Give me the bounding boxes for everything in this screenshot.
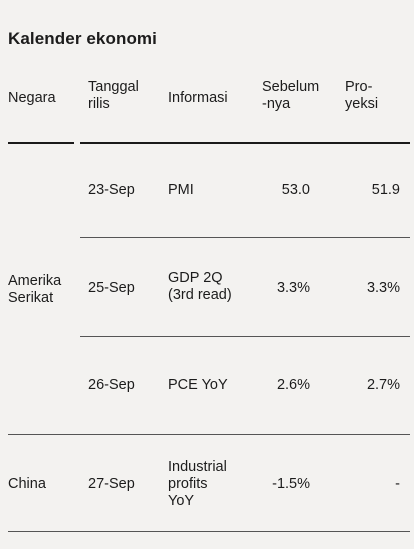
- country-label-china: China: [8, 476, 46, 492]
- table-bottom-divider: [8, 531, 410, 532]
- header-date: Tanggal rilis: [88, 79, 139, 112]
- row-forecast: -: [395, 476, 400, 492]
- row-info: Industrial profits YoY: [168, 459, 227, 509]
- row-info: PCE YoY: [168, 377, 228, 393]
- row-date: 25-Sep: [88, 280, 135, 296]
- row-info: GDP 2Q (3rd read): [168, 270, 232, 303]
- row-info: PMI: [168, 182, 194, 198]
- group-divider: [8, 434, 410, 435]
- header-info: Informasi: [168, 90, 228, 106]
- row-date: 27-Sep: [88, 476, 135, 492]
- header-forecast: Pro- yeksi: [345, 79, 379, 112]
- header-divider-country: [8, 142, 74, 144]
- row-forecast: 2.7%: [366, 377, 400, 393]
- row-divider: [80, 336, 410, 337]
- row-forecast: 51.9: [371, 182, 400, 198]
- header-country: Negara: [8, 90, 56, 106]
- row-previous: 2.6%: [276, 377, 310, 393]
- header-previous: Sebelum -nya: [262, 79, 320, 112]
- page-title: Kalender ekonomi: [8, 29, 157, 48]
- country-label-us: Amerika Serikat: [8, 273, 62, 306]
- row-previous: 3.3%: [276, 280, 310, 296]
- header-divider-data: [80, 142, 410, 144]
- row-date: 26-Sep: [88, 377, 135, 393]
- row-divider: [80, 237, 410, 238]
- row-previous: -1.5%: [272, 476, 310, 492]
- row-previous: 53.0: [281, 182, 310, 198]
- row-date: 23-Sep: [88, 182, 135, 198]
- row-forecast: 3.3%: [366, 280, 400, 296]
